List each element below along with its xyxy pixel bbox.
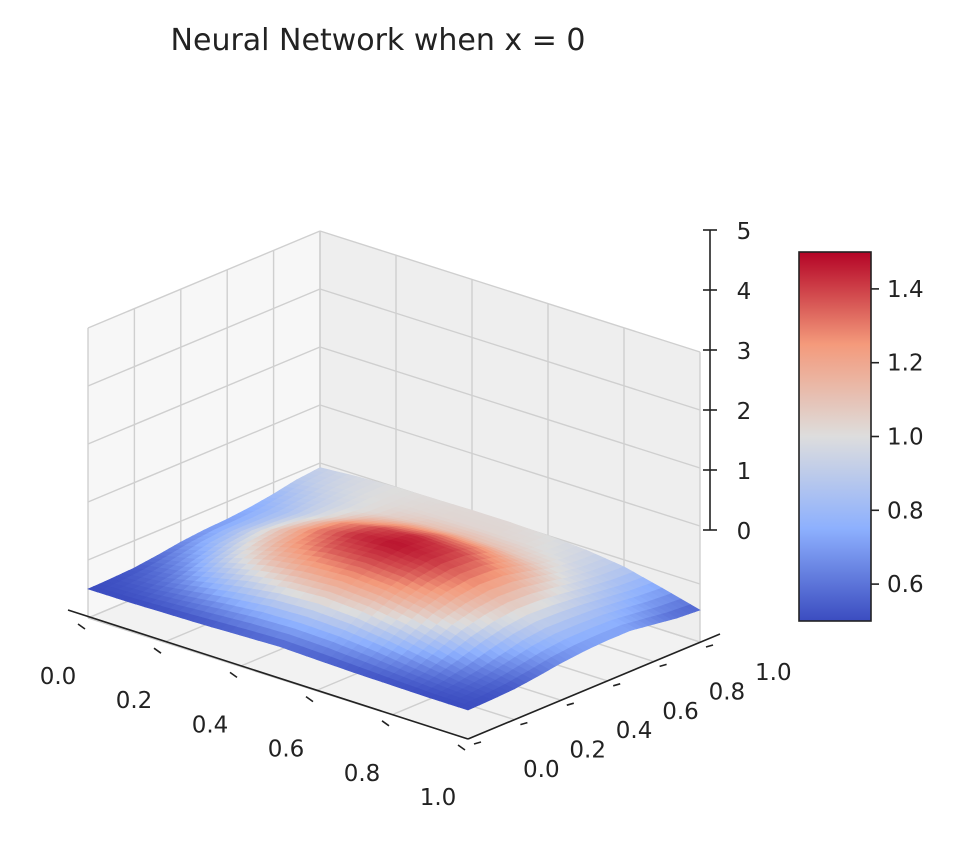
surface-mesh xyxy=(87,467,701,711)
y-tick-label: 0.6 xyxy=(662,699,699,725)
colorbar-tick-label: 0.6 xyxy=(887,572,924,598)
colorbar-tick-label: 1.4 xyxy=(887,277,924,303)
x-tick-label: 0.2 xyxy=(116,688,153,714)
tick-labels: 0.0 0.2 0.4 0.6 0.8 1.0 0.0 0.2 0.4 0.6 0.8 1.0 0 1 2 3… xyxy=(40,219,792,811)
colorbar-tick-label: 1.2 xyxy=(887,351,924,377)
chart-title: Neural Network when x = 0 xyxy=(171,23,586,58)
axis-lines xyxy=(67,229,721,751)
x-tick-label: 1.0 xyxy=(420,785,457,811)
colorbar: 0.6 0.8 1.0 1.2 1.4 xyxy=(798,251,924,622)
x-tick-label: 0.0 xyxy=(40,664,77,690)
x-tick-label: 0.8 xyxy=(344,761,381,787)
left-grid-z xyxy=(87,230,321,329)
colorbar-tick-label: 1.0 xyxy=(887,425,924,451)
back-grid-z xyxy=(319,346,701,469)
colorbar-tick-label: 0.8 xyxy=(887,498,924,524)
z-tick-label: 0 xyxy=(737,519,752,545)
z-tick-label: 5 xyxy=(737,219,752,245)
z-tick-label: 3 xyxy=(737,339,752,365)
left-grid-z xyxy=(87,404,321,503)
surface-face xyxy=(457,703,475,711)
back-grid-z xyxy=(319,230,701,353)
z-tick-label: 2 xyxy=(737,399,752,425)
y-tick-label: 1.0 xyxy=(755,660,792,686)
colorbar-gradient xyxy=(798,251,872,622)
x-tick-label: 0.4 xyxy=(192,712,229,738)
left-grid-z xyxy=(87,462,321,561)
y-axis-line xyxy=(467,633,721,740)
y-tick-label: 0.0 xyxy=(523,757,560,783)
y-tick-label: 0.4 xyxy=(616,718,653,744)
left-grid-z xyxy=(87,346,321,445)
y-tick-label: 0.8 xyxy=(709,679,746,705)
x-tick-label: 0.6 xyxy=(268,737,305,763)
y-tick-label: 0.2 xyxy=(569,738,606,764)
z-tick-label: 1 xyxy=(737,459,752,485)
z-tick-label: 4 xyxy=(737,279,752,305)
left-grid-z xyxy=(87,288,321,387)
back-grid-z xyxy=(319,288,701,411)
x-axis-line xyxy=(67,609,469,740)
back-grid-z xyxy=(319,404,701,527)
